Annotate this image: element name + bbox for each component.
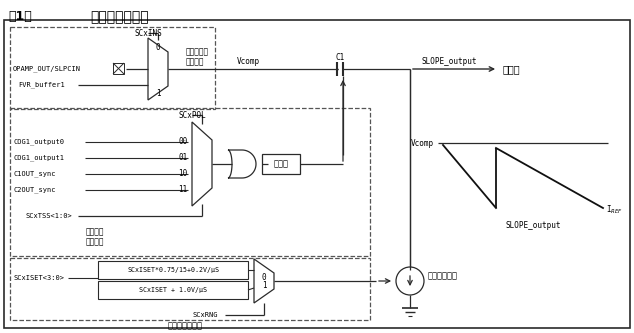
Text: SCxISET*0.75/15+0.2V/μS: SCxISET*0.75/15+0.2V/μS — [127, 267, 219, 273]
Bar — [113, 63, 124, 74]
Text: 1: 1 — [156, 89, 160, 98]
Text: 可编程镐电流: 可编程镐电流 — [428, 271, 458, 280]
Text: SLOPE_output: SLOPE_output — [422, 58, 477, 67]
Text: 10: 10 — [178, 169, 188, 178]
Text: SCxRNG: SCxRNG — [192, 312, 217, 318]
Bar — [10, 27, 215, 109]
Text: COG1_output1: COG1_output1 — [13, 155, 64, 161]
Text: Vcomp: Vcomp — [411, 139, 434, 148]
Text: 0: 0 — [156, 43, 160, 52]
Text: 11: 11 — [178, 185, 188, 194]
Text: SCxTSS<1:0>: SCxTSS<1:0> — [25, 213, 72, 219]
Text: SCxISET + 1.0V/μS: SCxISET + 1.0V/μS — [139, 287, 207, 293]
Text: SCxISET<3:0>: SCxISET<3:0> — [13, 275, 64, 281]
Text: 输入选择: 输入选择 — [186, 58, 205, 67]
Text: 斜坡斜率值选择: 斜坡斜率值选择 — [167, 321, 202, 330]
Bar — [262, 154, 300, 174]
Text: I$_{REF}$: I$_{REF}$ — [606, 204, 623, 216]
Text: 图1：: 图1： — [8, 10, 32, 23]
Text: 01: 01 — [178, 154, 188, 163]
Text: C1: C1 — [335, 53, 345, 62]
Text: OPAMP_OUT/SLPCIN: OPAMP_OUT/SLPCIN — [13, 66, 81, 72]
Text: 单脉冲: 单脉冲 — [273, 160, 288, 168]
Text: 0: 0 — [262, 272, 266, 281]
Bar — [98, 281, 248, 299]
Text: 斜率补偿器: 斜率补偿器 — [186, 48, 209, 57]
Text: 1: 1 — [262, 280, 266, 289]
Text: 00: 00 — [178, 138, 188, 147]
Text: SLOPE_output: SLOPE_output — [505, 221, 560, 230]
Text: SCxPOL: SCxPOL — [178, 111, 206, 120]
Bar — [10, 258, 370, 320]
Text: C1OUT_sync: C1OUT_sync — [13, 171, 56, 177]
Bar — [98, 261, 248, 279]
Text: C2OUT_sync: C2OUT_sync — [13, 187, 56, 193]
Text: Vcomp: Vcomp — [236, 58, 259, 67]
Bar — [10, 108, 370, 256]
Text: COG1_output0: COG1_output0 — [13, 139, 64, 145]
Text: 复位选择: 复位选择 — [86, 237, 104, 246]
Text: 斜率补偿器框图: 斜率补偿器框图 — [90, 10, 148, 24]
Text: FVR_buffer1: FVR_buffer1 — [18, 82, 65, 88]
Text: SCxINS: SCxINS — [134, 29, 162, 38]
Text: 斜极斜率: 斜极斜率 — [86, 227, 104, 236]
Text: 至外设: 至外设 — [503, 64, 521, 74]
